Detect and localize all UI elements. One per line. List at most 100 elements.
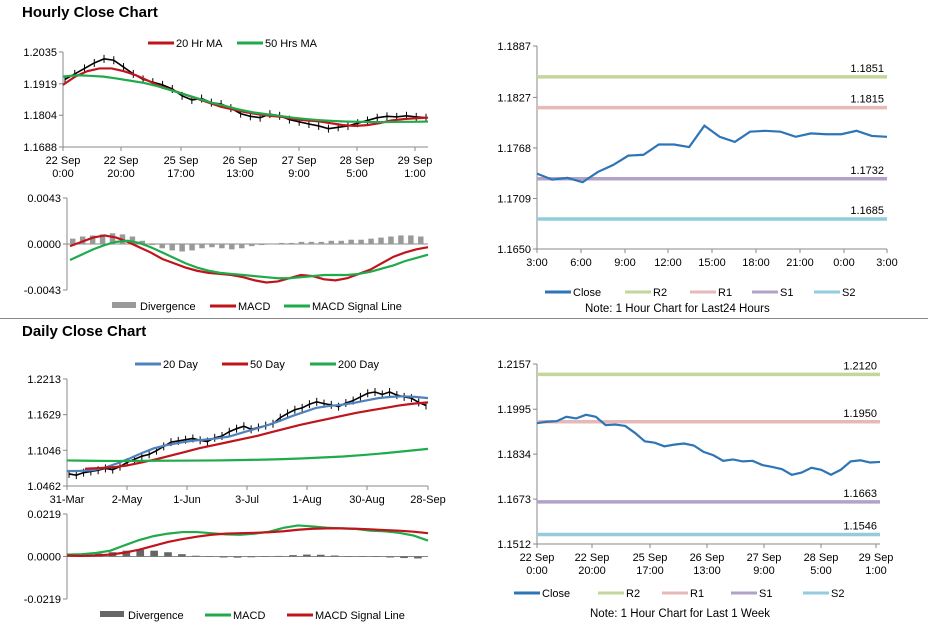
divergence-bar [159, 244, 165, 249]
y-tick-label: 1.1673 [497, 494, 531, 506]
divergence-bar [308, 241, 315, 244]
y-tick-label: 1.1629 [27, 410, 61, 422]
x-tick-label: 29 Sep [398, 155, 433, 167]
divergence-bar [70, 238, 76, 244]
y-tick-label: 1.1046 [27, 445, 61, 457]
x-tick-label: 17:00 [167, 168, 195, 180]
x-tick-label: 9:00 [753, 565, 774, 577]
divergence-bar [330, 555, 339, 557]
divergence-bar [358, 556, 367, 557]
series-line [62, 74, 429, 124]
daily-section-title: Daily Close Chart [22, 323, 147, 340]
x-tick-label: 25 Sep [633, 552, 668, 564]
daily-pivot-note: Note: 1 Hour Chart for Last 1 Week [590, 608, 771, 620]
legend-label: S1 [780, 287, 793, 299]
x-tick-label: 22 Sep [104, 155, 139, 167]
divergence-bar [99, 234, 106, 244]
divergence-bar [338, 240, 344, 244]
y-tick-label: 0.0043 [27, 193, 61, 205]
divergence-bar [233, 556, 242, 558]
legend-label: R2 [653, 287, 667, 299]
series-line [66, 524, 429, 556]
x-tick-label: 26 Sep [690, 552, 725, 564]
y-tick-label: 1.1827 [497, 92, 531, 104]
x-tick-label: 30-Aug [349, 494, 384, 506]
divergence-bar [372, 556, 381, 557]
legend-label: 20 Day [163, 359, 198, 371]
divergence-bar [149, 244, 156, 246]
x-tick-label: 1:00 [865, 565, 886, 577]
divergence-bar [239, 244, 245, 249]
divergence-bar [368, 238, 374, 244]
x-tick-label: 9:00 [288, 168, 309, 180]
divergence-bar [191, 555, 200, 557]
divergence-bar [400, 556, 408, 559]
x-tick-label: 3:00 [526, 257, 547, 269]
divergence-bar [109, 233, 116, 244]
x-tick-label: 27 Sep [747, 552, 782, 564]
legend-label: Divergence [140, 301, 196, 313]
x-tick-label: 22 Sep [46, 155, 81, 167]
level-label-R2: 1.2120 [843, 360, 877, 372]
divergence-bar [378, 237, 384, 244]
hourly-section-title: Hourly Close Chart [22, 4, 158, 21]
divergence-bar [268, 244, 275, 245]
level-label-S1: 1.1732 [850, 165, 884, 177]
level-label-R2: 1.1851 [850, 63, 884, 75]
series-line [66, 447, 429, 463]
divergence-bar [408, 235, 414, 244]
divergence-bar [298, 241, 305, 244]
x-tick-label: 29 Sep [859, 552, 894, 564]
x-tick-label: 17:00 [636, 565, 664, 577]
legend-label: 50 Day [250, 359, 285, 371]
y-tick-label: 0.0000 [27, 552, 61, 564]
legend-label: S2 [831, 588, 844, 600]
y-tick-label: 1.1804 [23, 110, 57, 122]
y-tick-label: 1.2213 [27, 374, 61, 386]
y-tick-label: 0.0219 [27, 509, 61, 521]
divergence-bar [344, 556, 353, 557]
divergence-bar [328, 240, 335, 244]
divergence-bar [219, 556, 228, 558]
x-tick-label: 3-Jul [235, 494, 259, 506]
x-tick-label: 21:00 [786, 257, 814, 269]
y-tick-label: 1.1834 [497, 449, 531, 461]
x-tick-label: 13:00 [693, 565, 721, 577]
divergence-bar [258, 244, 265, 246]
x-tick-label: 22 Sep [520, 552, 555, 564]
series-line [62, 67, 429, 128]
level-label-R1: 1.1815 [850, 94, 884, 106]
x-tick-label: 20:00 [578, 565, 606, 577]
x-tick-label: 25 Sep [164, 155, 199, 167]
divergence-bar [199, 244, 205, 249]
divergence-bar [289, 555, 297, 557]
divergence-bar [316, 554, 325, 557]
divergence-bar [205, 556, 214, 557]
divergence-bar [136, 549, 145, 557]
legend-label: R1 [718, 287, 732, 299]
x-tick-label: 5:00 [346, 168, 367, 180]
legend-label: Close [542, 588, 570, 600]
x-tick-label: 1-Aug [292, 494, 321, 506]
y-tick-label: 1.1709 [497, 193, 531, 205]
series-line [69, 239, 429, 280]
level-label-S2: 1.1685 [850, 205, 884, 217]
divergence-bar [418, 236, 424, 244]
y-tick-label: 1.0462 [27, 481, 61, 493]
divergence-bar [189, 244, 195, 251]
divergence-bar [79, 236, 86, 244]
x-tick-label: 0:00 [52, 168, 73, 180]
legend-label: 50 Hrs MA [265, 38, 318, 50]
divergence-bar [122, 550, 131, 557]
y-tick-label: 0.0000 [27, 239, 61, 251]
divergence-bar [275, 555, 283, 557]
x-tick-label: 18:00 [742, 257, 770, 269]
x-tick-label: 0:00 [526, 565, 547, 577]
divergence-bar [414, 556, 422, 559]
divergence-bar [288, 242, 295, 244]
y-tick-label: 1.1688 [23, 142, 57, 154]
